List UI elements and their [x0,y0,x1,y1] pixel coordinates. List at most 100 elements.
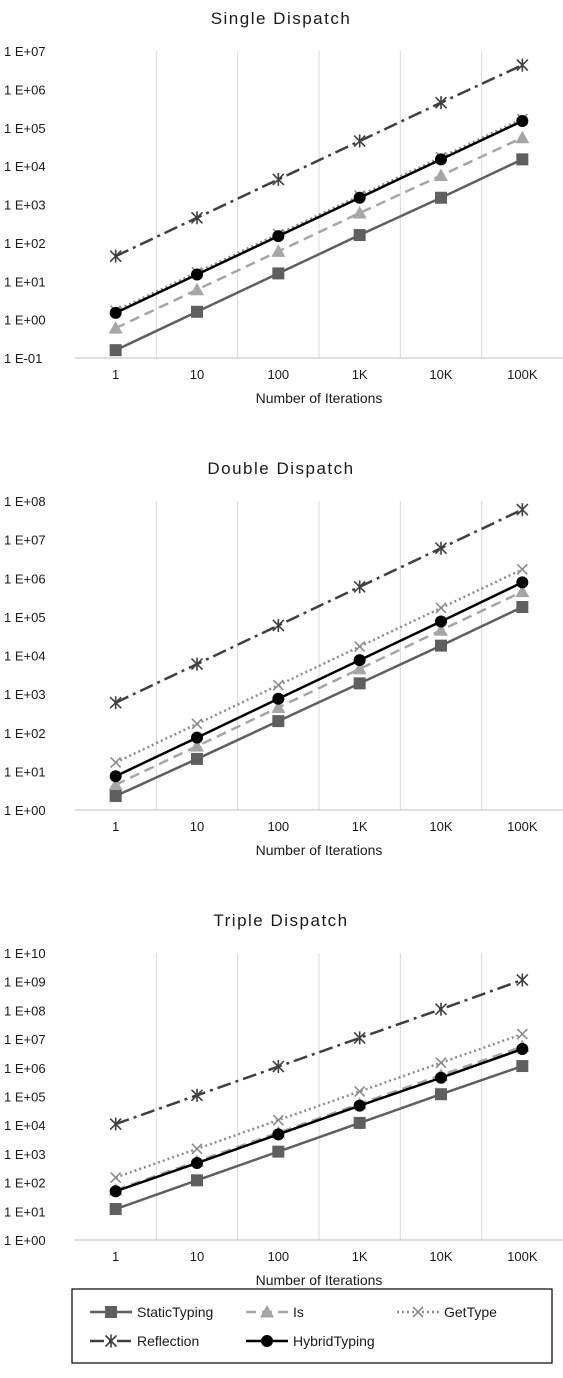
y-tick-label: 1 E+00 [4,313,46,328]
y-tick-label: 1 E+07 [4,44,46,59]
x-tick-label: 100K [507,1249,538,1264]
data-point [515,584,530,598]
x-tick-label: 1 [112,819,119,834]
data-point [191,305,203,318]
data-point [109,770,122,783]
data-point [271,700,286,714]
x-axis-label: Number of Iterations [256,1272,383,1288]
data-point [516,563,528,575]
data-point [109,249,122,263]
series-get-type [110,1028,528,1184]
y-tick-label: 1 E+05 [4,610,46,625]
x-tick-label: 100 [267,1249,289,1264]
y-tick-label: 1 E+04 [4,649,46,664]
series-hybrid-typing [109,114,529,319]
data-point [191,752,203,765]
legend-label: StaticTyping [137,1304,213,1320]
y-tick-label: 1 E-01 [4,351,42,366]
data-point [435,1088,447,1101]
x-tick-label: 100K [507,819,538,834]
y-tick-label: 1 E+00 [4,1233,46,1248]
data-point [190,739,204,752]
y-tick-label: 1 E+03 [4,687,46,702]
data-point [516,153,529,166]
x-axis-label: Number of Iterations [256,842,383,858]
x-tick-label: 1K [352,367,368,382]
data-point [190,1088,204,1102]
legend-item-hybrid-typing: HybridTyping [246,1333,375,1349]
series-line [115,1047,523,1193]
chart-double-dispatch: Double Dispatch 1 E+00 1 E+01 1 E+02 1 E+03 1… [4,459,563,858]
data-point [108,321,123,334]
legend-swatch-marker [260,1305,274,1318]
series-line [115,119,523,314]
legend-swatch-marker [412,1306,424,1318]
data-point [353,677,366,690]
data-point [516,1028,528,1040]
x-tick-label: 100K [507,367,538,382]
legend-label: GetType [444,1304,497,1320]
data-point [353,134,366,148]
legend-label: HybridTyping [293,1333,375,1349]
chart-title: Double Dispatch [207,459,354,478]
series-line [115,136,523,330]
data-point [272,267,285,280]
data-point [271,244,286,257]
y-tick-label: 1 E+07 [4,533,46,548]
data-point [516,114,529,127]
legend-item-get-type: GetType [397,1304,497,1320]
series-line [115,158,523,352]
y-tick-label: 1 E+00 [4,803,46,818]
series-line [115,581,523,778]
data-point [191,268,203,281]
x-tick-label: 1 [112,1249,119,1264]
data-point [353,654,366,667]
x-tick-label: 100 [267,367,289,382]
chart-single-dispatch: Single Dispatch 1 E-01 1 E+00 1 E+01 1 E+02 1… [4,9,563,406]
data-point [191,731,203,744]
y-tick-label: 1 E+03 [4,1147,46,1162]
data-point [435,615,447,628]
series-static-typing [109,153,529,357]
data-point [435,191,447,204]
data-point [109,1117,122,1131]
x-tick-label: 10K [429,1249,452,1264]
data-point [272,1114,284,1126]
data-point [516,601,529,614]
series-reflection [109,58,529,263]
data-point [516,576,529,589]
data-point [435,1057,447,1069]
y-tick-label: 1 E+04 [4,159,46,174]
y-tick-label: 1 E+06 [4,1061,46,1076]
y-tick-label: 1 E+02 [4,726,46,741]
y-tick-label: 1 E+06 [4,82,46,97]
y-tick-label: 1 E+02 [4,1176,46,1191]
x-tick-label: 10K [429,367,452,382]
data-point [434,96,448,110]
series-hybrid-typing [109,576,529,783]
chart-triple-dispatch: Triple Dispatch 1 E+00 1 E+01 1 E+02 1 E+03 1… [4,911,563,1288]
series-line [115,1032,523,1179]
series-static-typing [109,1060,529,1216]
y-tick-label: 1 E+03 [4,198,46,213]
series-reflection [109,973,529,1131]
x-tick-label: 100 [267,819,289,834]
data-point [353,1099,366,1112]
data-point [435,1071,447,1084]
series-is [108,130,530,334]
series-line [115,568,523,764]
data-point [109,1203,122,1216]
data-point [191,1157,203,1170]
legend-swatch-marker [104,1334,118,1348]
data-point [108,777,123,791]
data-point [272,172,285,186]
x-tick-label: 10 [190,1249,204,1264]
legend-item-static-typing: StaticTyping [90,1304,213,1320]
series-line [115,1045,523,1192]
x-tick-label: 1K [352,1249,368,1264]
data-point [434,623,448,636]
data-point [354,641,366,653]
x-tick-label: 10K [429,819,452,834]
data-point [272,715,285,728]
series-line [115,590,523,786]
